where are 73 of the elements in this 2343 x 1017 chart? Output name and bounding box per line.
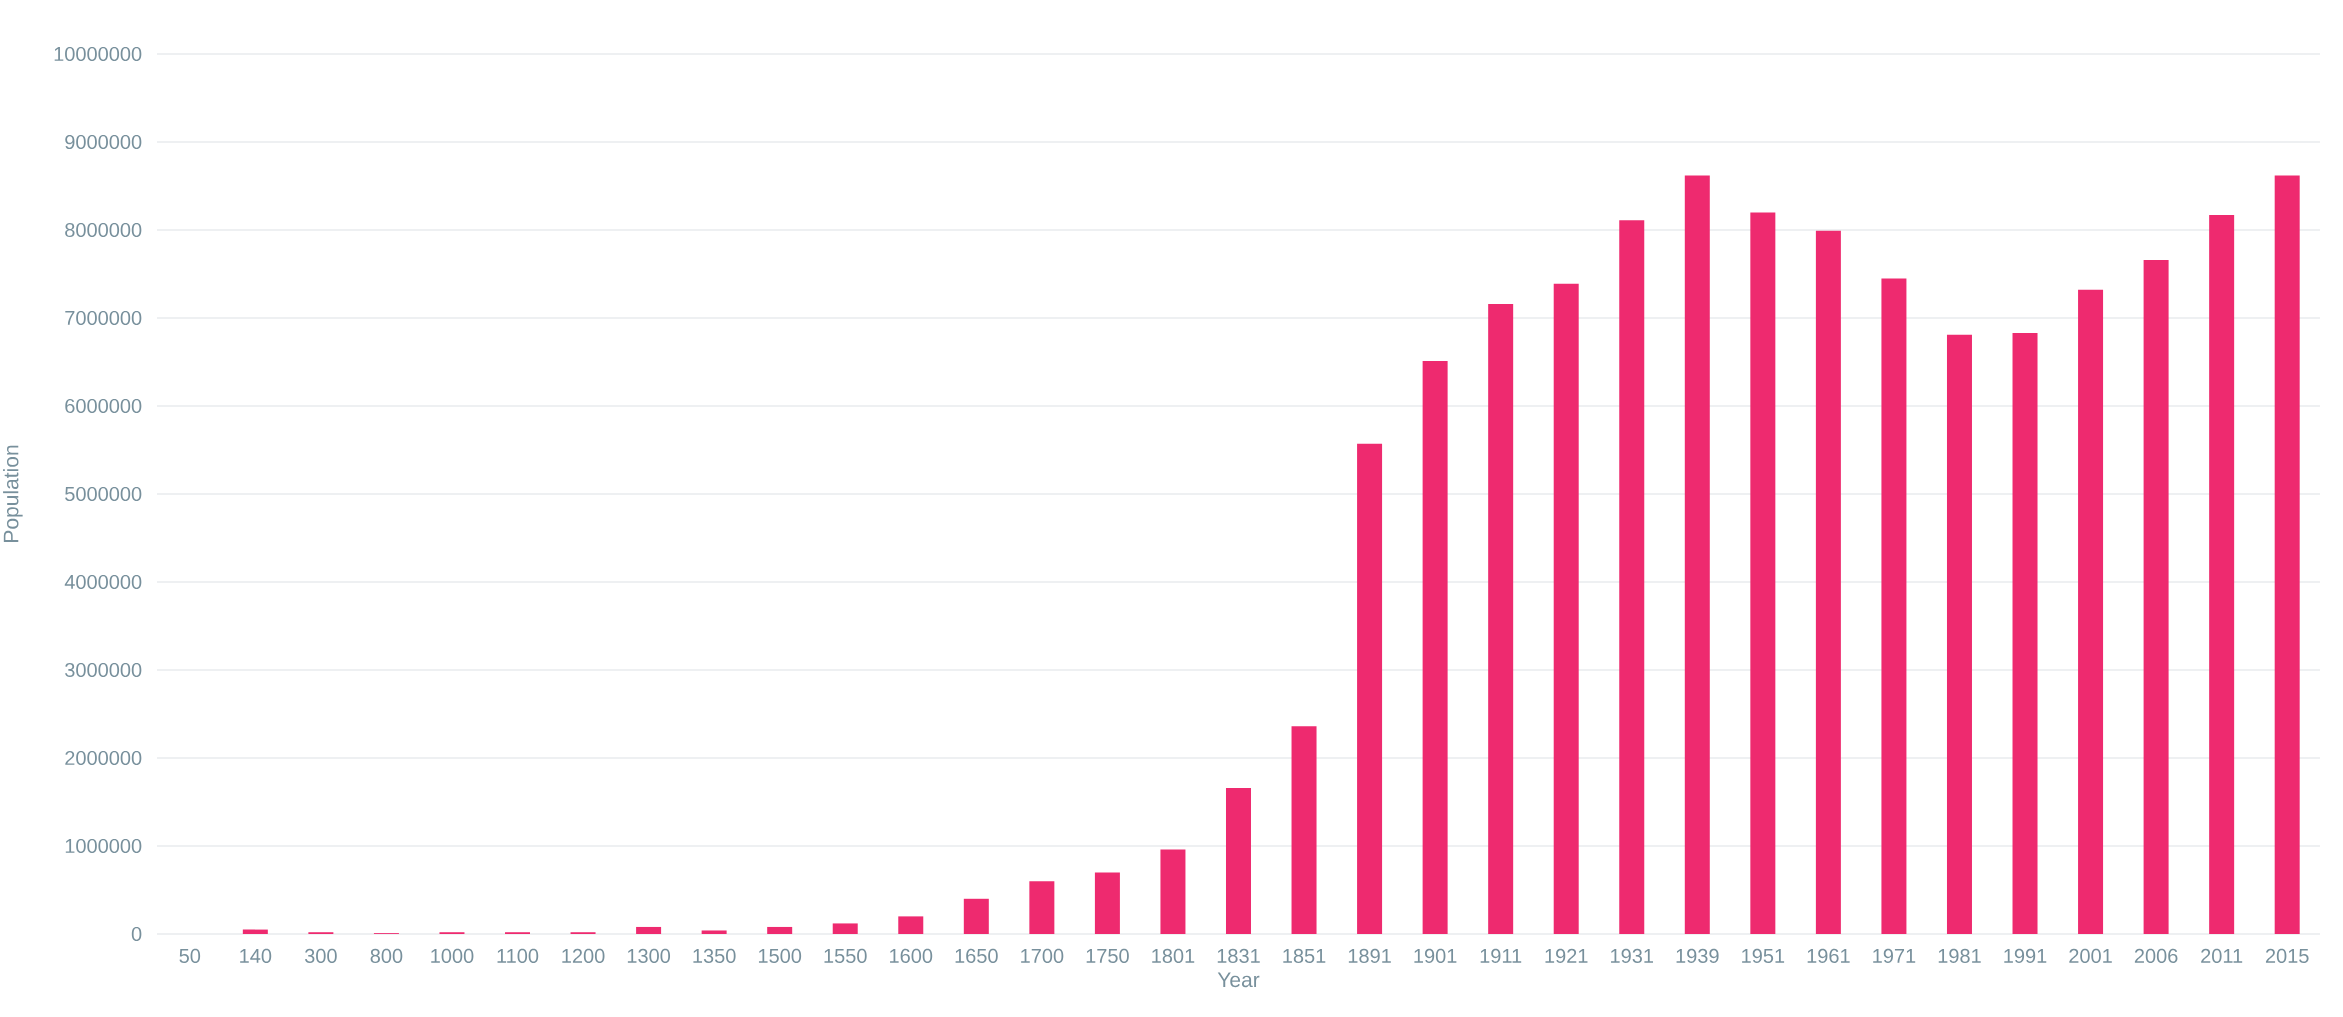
bar [2209,215,2235,934]
bar [701,930,727,934]
x-tick-label: 1961 [1807,948,1850,963]
x-tick-label: 1801 [1152,948,1195,963]
x-tick-label: 1500 [758,948,802,963]
x-tick-label: 1921 [1545,948,1588,963]
x-tick-label: 1851 [1283,948,1326,963]
x-tick-label: 1550 [824,948,867,963]
y-tick-label: 0 [131,926,142,942]
y-tick-label: 2000000 [65,750,142,766]
x-tick-label: 1981 [1938,948,1981,963]
y-axis-title: Population [3,445,23,542]
x-tick-label: 1750 [1086,948,1129,963]
bar [242,929,268,934]
x-tick-label: 1650 [955,948,998,963]
bar [1881,278,1907,934]
bar [1357,443,1383,934]
y-tick-label: 8000000 [65,222,142,238]
y-tick-label: 7000000 [65,310,142,326]
bar [2274,175,2300,934]
bar [1225,787,1251,934]
bar [1291,726,1317,934]
bar [832,923,858,934]
x-tick-label: 2011 [2201,948,2243,963]
bar [1488,303,1514,934]
x-tick-label: 1931 [1611,948,1654,963]
y-tick-label: 1000000 [65,838,142,854]
x-axis-title: Year [1217,972,1260,988]
x-tick-label: 1000 [431,948,474,963]
x-tick-label: 2006 [2134,948,2178,963]
bar [1029,881,1055,934]
x-tick-label: 1971 [1873,948,1916,963]
bar [2012,332,2038,934]
y-tick-label: 6000000 [65,398,142,414]
x-tick-label: 140 [240,948,272,963]
x-tick-label: 1991 [2004,948,2047,963]
x-tick-label: 2015 [2265,948,2309,963]
y-tick-label: 9000000 [65,134,142,150]
x-tick-label: 1911 [1480,948,1522,963]
x-tick-label: 1100 [497,948,539,963]
y-tick-label: 4000000 [64,574,142,590]
bar [1422,361,1448,934]
x-tick-label: 300 [304,948,337,963]
y-tick-label: 5000000 [65,486,142,502]
x-tick-label: 2001 [2069,948,2112,963]
bar [2143,259,2169,934]
bar [1946,334,1972,934]
bar [963,898,989,934]
bar [1553,283,1579,934]
bar [1160,849,1186,934]
y-tick-label: 10000000 [54,46,142,62]
x-tick-label: 1200 [562,948,605,963]
x-tick-label: 1831 [1217,948,1260,963]
x-tick-label: 1600 [890,948,933,963]
bar [1094,872,1120,934]
x-tick-label: 1901 [1414,948,1457,963]
bar [1684,175,1710,934]
x-tick-label: 50 [179,948,201,963]
bar [2078,289,2104,934]
bar [636,926,662,934]
y-tick-label: 3000000 [65,662,142,678]
x-tick-label: 1951 [1742,948,1785,963]
bar [1619,220,1645,934]
bar [1815,230,1841,934]
x-tick-label: 1350 [693,948,736,963]
x-tick-label: 1891 [1348,948,1391,963]
bar [767,926,793,934]
x-tick-label: 1300 [627,948,671,963]
x-tick-label: 1700 [1021,948,1064,963]
x-tick-label: 800 [370,948,403,963]
bar [898,916,924,934]
bar [1750,212,1776,934]
x-tick-label: 1939 [1676,948,1719,963]
